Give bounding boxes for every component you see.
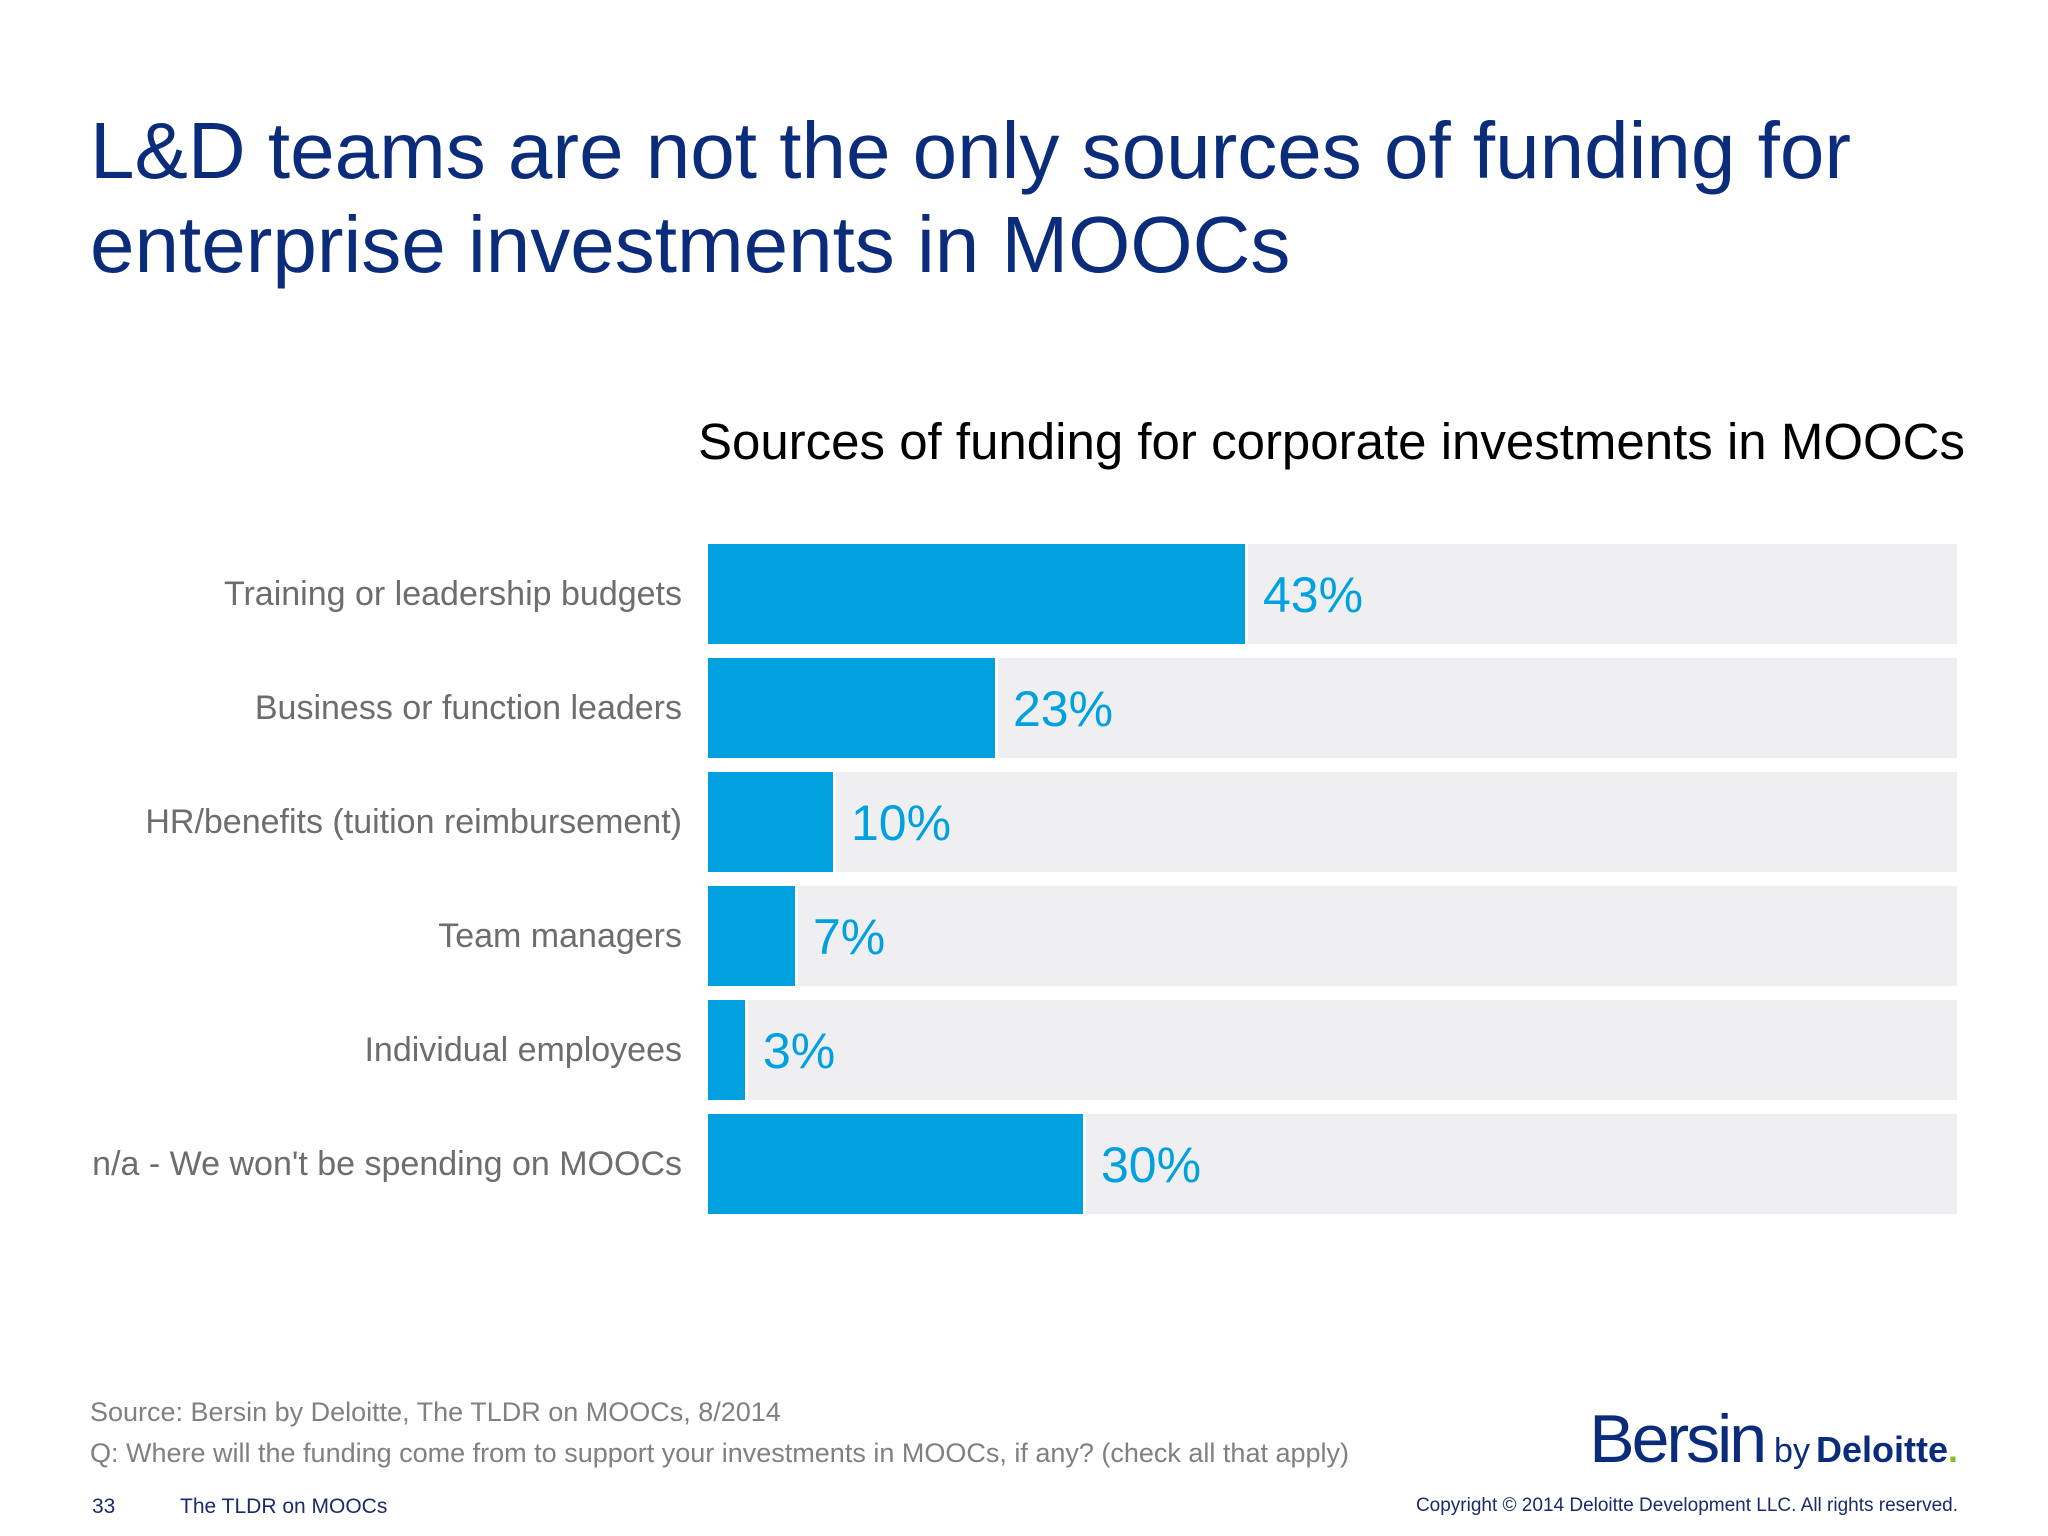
logo-dot: . <box>1947 1429 1958 1470</box>
bar-row: Business or function leaders 23% <box>0 658 2048 758</box>
category-label: HR/benefits (tuition reimbursement) <box>145 803 682 841</box>
category-label: n/a - We won't be spending on MOOCs <box>92 1145 682 1183</box>
bar <box>708 886 795 986</box>
logo-brand: Bersin <box>1589 1401 1767 1477</box>
bar-track <box>708 544 1957 644</box>
footer-title: The TLDR on MOOCs <box>180 1495 388 1518</box>
logo-company: Deloitte <box>1815 1429 1948 1470</box>
bar-row: Training or leadership budgets 43% <box>0 544 2048 644</box>
bar-track <box>708 1114 1957 1214</box>
category-label: Training or leadership budgets <box>223 575 682 613</box>
value-label: 23% <box>1013 681 1114 737</box>
bar <box>708 544 1245 644</box>
chart-title: Sources of funding for corporate investm… <box>697 413 1965 470</box>
bar-row: HR/benefits (tuition reimbursement) 10% <box>0 772 2048 872</box>
bar <box>708 1000 745 1100</box>
bar-track <box>708 1000 1957 1100</box>
question-note: Q: Where will the funding come from to s… <box>90 1438 1350 1468</box>
copyright: Copyright © 2014 Deloitte Development LL… <box>1415 1495 1958 1516</box>
category-label: Team managers <box>438 917 682 955</box>
value-label: 3% <box>763 1023 836 1079</box>
bar-track <box>708 772 1957 872</box>
source-note: Source: Bersin by Deloitte, The TLDR on … <box>90 1397 781 1427</box>
bersin-deloitte-logo: Bersin by Deloitte. <box>1589 1400 1958 1480</box>
bar <box>708 658 995 758</box>
value-label: 43% <box>1263 567 1364 623</box>
value-label: 30% <box>1101 1137 1202 1193</box>
bar-row: Team managers 7% <box>0 886 2048 986</box>
value-label: 7% <box>813 909 886 965</box>
logo-by: by <box>1774 1432 1810 1470</box>
bar-track <box>708 658 1957 758</box>
bar-row: n/a - We won't be spending on MOOCs 30% <box>0 1114 2048 1214</box>
bar <box>708 1114 1083 1214</box>
page-title: L&D teams are not the only sources of fu… <box>90 106 1851 289</box>
bar-row: Individual employees 3% <box>0 1000 2048 1100</box>
category-label: Individual employees <box>364 1031 682 1069</box>
page-number: 33 <box>92 1495 116 1518</box>
bar <box>708 772 833 872</box>
bar-track <box>708 886 1957 986</box>
value-label: 10% <box>851 795 952 851</box>
category-label: Business or function leaders <box>254 689 682 727</box>
